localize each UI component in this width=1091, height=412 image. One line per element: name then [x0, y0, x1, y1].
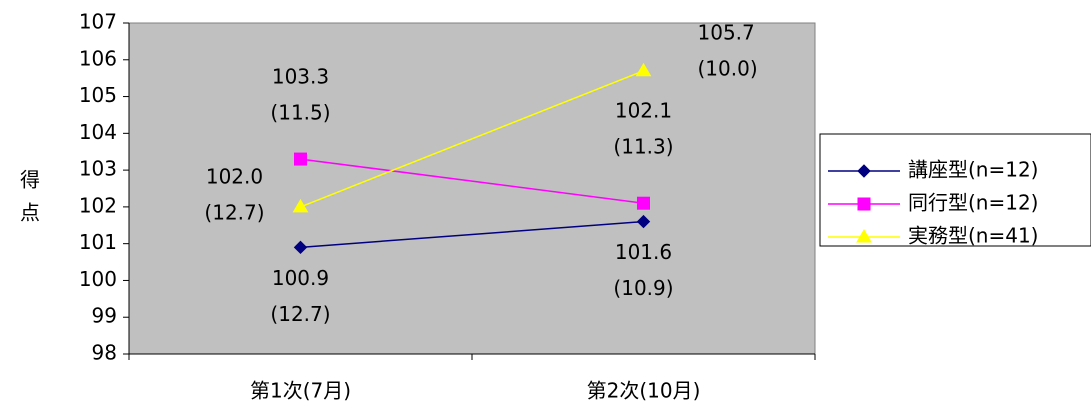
- y-axis: 98 99 100 101 102 103 104 105 106 107: [79, 10, 130, 365]
- data-label-value: 102.0: [206, 164, 263, 188]
- x-axis: 第1次(7月) 第2次(10月): [128, 353, 816, 403]
- legend-box: [819, 133, 1091, 247]
- y-tick-label: 102: [79, 193, 117, 217]
- y-tick-label: 101: [79, 230, 117, 254]
- y-tick-label: 98: [92, 341, 117, 365]
- data-label-sd: (12.7): [270, 302, 330, 326]
- data-label-sd: (10.9): [613, 276, 673, 300]
- legend-item: 実務型(n=41): [828, 224, 1039, 248]
- data-point-marker: [294, 152, 307, 166]
- y-tick-label: 107: [79, 10, 117, 34]
- y-tick-label: 100: [79, 267, 117, 291]
- legend-item: 講座型(n=12): [828, 158, 1039, 182]
- legend-marker: [857, 164, 871, 178]
- data-label-sd: (11.3): [613, 135, 673, 159]
- y-tick-label: 106: [79, 46, 117, 70]
- legend-label: 同行型(n=12): [908, 191, 1039, 215]
- legend-label: 実務型(n=41): [908, 224, 1039, 248]
- legend: 講座型(n=12) 同行型(n=12) 実務型(n=41): [828, 158, 1039, 248]
- legend-item: 同行型(n=12): [828, 191, 1039, 215]
- data-point-marker: [637, 196, 650, 210]
- data-label-value: 102.1: [615, 99, 672, 123]
- series-markers: [292, 62, 652, 255]
- y-tick-label: 99: [92, 304, 117, 328]
- legend-label: 講座型(n=12): [908, 158, 1039, 182]
- data-label-value: 101.6: [615, 240, 672, 264]
- x-tick-label: 第2次(10月): [587, 379, 701, 403]
- legend-marker: [856, 229, 872, 243]
- data-label-value: 100.9: [272, 266, 329, 290]
- y-tick-label: 105: [79, 83, 117, 107]
- y-tick-label: 104: [79, 120, 117, 144]
- data-label-sd: (12.7): [204, 200, 264, 224]
- legend-marker: [857, 197, 871, 211]
- data-label-value: 103.3: [272, 65, 329, 89]
- data-point-marker: [292, 198, 309, 213]
- series-line: [300, 220, 644, 249]
- series-line: [300, 158, 644, 204]
- y-tick-label: 103: [79, 157, 117, 181]
- data-point-marker: [635, 62, 652, 77]
- x-tick-label: 第1次(7月): [250, 379, 351, 403]
- data-labels: 100.9 (12.7) 101.6 (10.9) 103.3 (11.5) 102.1 (1…: [204, 20, 757, 326]
- data-point-marker: [636, 214, 651, 229]
- data-label-value: 105.7: [698, 20, 755, 44]
- series-lines: [300, 70, 644, 249]
- series-line: [300, 70, 644, 208]
- y-axis-label-char-2: 点: [20, 201, 40, 225]
- plot-area: [128, 22, 816, 355]
- y-axis-label-char-1: 得: [20, 168, 40, 192]
- data-label-sd: (11.5): [270, 101, 330, 125]
- data-point-marker: [293, 240, 308, 255]
- data-label-sd: (10.0): [698, 56, 758, 80]
